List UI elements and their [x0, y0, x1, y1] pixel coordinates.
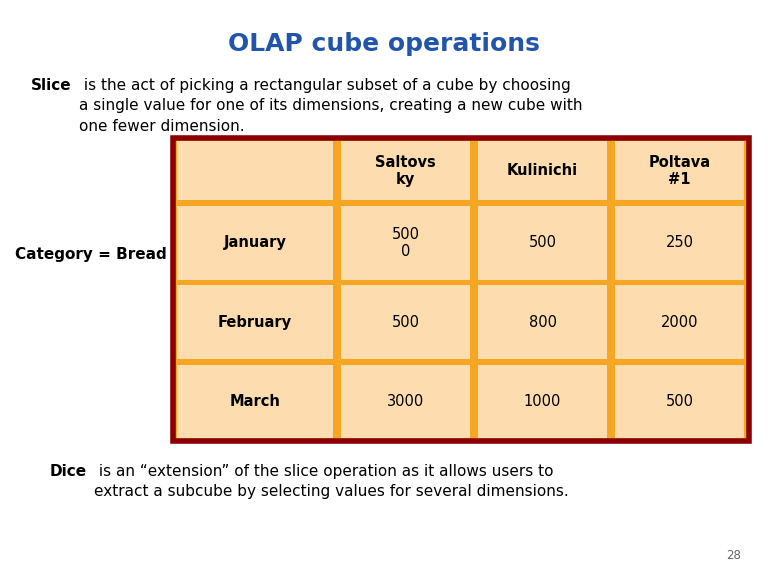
Text: Category = Bread: Category = Bread — [15, 247, 167, 263]
Text: Kulinichi: Kulinichi — [507, 163, 578, 178]
Bar — [341, 285, 470, 359]
Bar — [341, 365, 470, 438]
Bar — [177, 206, 333, 279]
Text: Dice: Dice — [50, 464, 87, 479]
Text: 250: 250 — [666, 236, 694, 251]
Bar — [478, 206, 607, 279]
Bar — [478, 141, 607, 200]
Text: 500: 500 — [528, 236, 557, 251]
Bar — [478, 365, 607, 438]
Bar — [615, 206, 744, 279]
Bar — [615, 141, 744, 200]
Text: 800: 800 — [528, 314, 557, 329]
Bar — [341, 206, 470, 279]
Bar — [615, 365, 744, 438]
Text: 3000: 3000 — [387, 394, 424, 409]
Text: Slice: Slice — [31, 78, 71, 93]
Text: 500: 500 — [666, 394, 694, 409]
Bar — [173, 138, 749, 441]
Text: is an “extension” of the slice operation as it allows users to
extract a subcube: is an “extension” of the slice operation… — [94, 464, 569, 499]
Bar — [177, 285, 333, 359]
Text: February: February — [218, 314, 292, 329]
Text: 28: 28 — [727, 548, 741, 562]
Text: 500
0: 500 0 — [392, 227, 419, 259]
Bar — [478, 285, 607, 359]
Bar — [177, 365, 333, 438]
Text: 500: 500 — [392, 314, 419, 329]
Bar — [177, 141, 333, 200]
Text: March: March — [230, 394, 280, 409]
Bar — [615, 285, 744, 359]
Text: Saltovs
ky: Saltovs ky — [375, 154, 436, 187]
Text: OLAP cube operations: OLAP cube operations — [228, 32, 540, 56]
Text: 2000: 2000 — [661, 314, 698, 329]
Text: Poltava
#1: Poltava #1 — [649, 154, 710, 187]
Text: 1000: 1000 — [524, 394, 561, 409]
Bar — [341, 141, 470, 200]
Text: January: January — [223, 236, 286, 251]
Text: is the act of picking a rectangular subset of a cube by choosing
a single value : is the act of picking a rectangular subs… — [79, 78, 583, 134]
